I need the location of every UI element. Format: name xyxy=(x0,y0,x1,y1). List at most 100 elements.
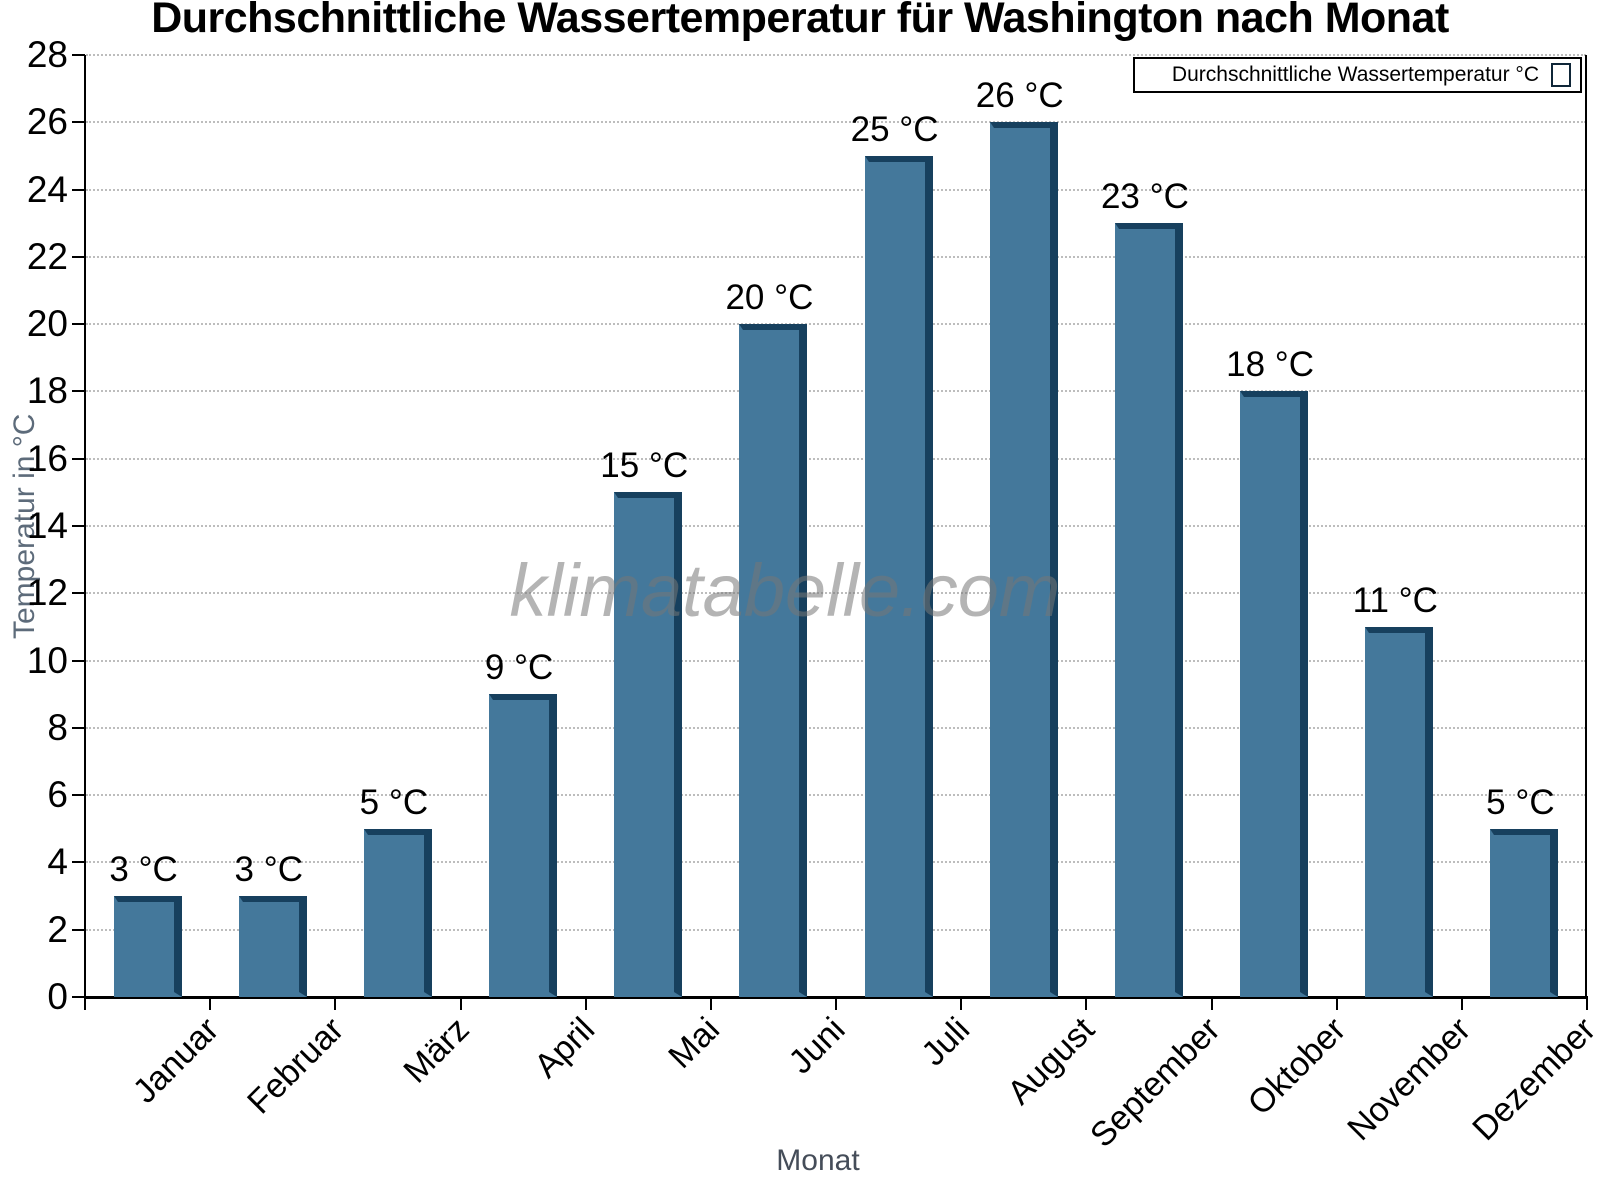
gridline xyxy=(86,861,1586,864)
bar-value-label: 25 °C xyxy=(850,109,939,149)
y-axis-tick xyxy=(72,726,85,729)
x-axis-tick xyxy=(1085,997,1088,1010)
bar xyxy=(1490,828,1559,997)
x-axis-category-label: April xyxy=(526,1010,602,1086)
y-axis-tick xyxy=(72,255,85,258)
y-axis-tick xyxy=(72,996,85,998)
x-axis-category-label: Januar xyxy=(125,1010,227,1111)
x-axis-tick xyxy=(334,997,337,1010)
legend-box: Durchschnittliche Wassertemperatur °C xyxy=(1133,57,1582,93)
x-axis-tick xyxy=(459,997,462,1010)
x-axis-title: Monat xyxy=(776,1144,860,1177)
bar-value-label: 5 °C xyxy=(359,782,429,822)
y-axis-tick-label: 18 xyxy=(26,370,68,412)
bar-value-label: 5 °C xyxy=(1486,782,1555,822)
bar-value-label: 3 °C xyxy=(109,850,178,890)
gridline xyxy=(86,928,1586,931)
y-axis-tick-label: 4 xyxy=(47,841,68,883)
bar-value-label: 23 °C xyxy=(1100,177,1189,217)
x-axis-category-label: Dezember xyxy=(1465,1010,1600,1149)
bar xyxy=(989,122,1058,997)
x-axis-tick xyxy=(1335,997,1338,1010)
gridline xyxy=(86,726,1586,729)
legend-swatch-icon xyxy=(1551,63,1571,87)
gridline xyxy=(86,525,1586,527)
y-axis-tick-label: 6 xyxy=(47,774,68,816)
y-axis-tick-label: 14 xyxy=(26,505,68,546)
bar-value-label: 9 °C xyxy=(484,648,554,688)
x-axis-category-label: August xyxy=(1000,1010,1103,1113)
bar xyxy=(1365,626,1434,997)
x-axis-category-label: Juli xyxy=(914,1010,978,1074)
y-axis-tick-label: 10 xyxy=(26,639,68,681)
bar-value-label: 3 °C xyxy=(234,850,303,890)
gridline xyxy=(86,592,1586,595)
y-axis-tick xyxy=(72,592,85,595)
gridline xyxy=(86,188,1586,191)
x-axis-tick xyxy=(709,997,712,1010)
bar-value-label: 20 °C xyxy=(725,278,814,318)
y-axis-tick xyxy=(72,659,85,662)
gridline xyxy=(86,54,1586,56)
bar-value-label: 15 °C xyxy=(600,446,689,486)
bar xyxy=(489,694,558,997)
bar-value-label: 18 °C xyxy=(1226,345,1315,385)
x-axis-category-label: Mai xyxy=(661,1010,728,1076)
y-axis-tick-label: 8 xyxy=(47,706,68,748)
y-axis-tick xyxy=(72,861,85,864)
bar-value-label: 26 °C xyxy=(975,76,1064,116)
bar-value-label: 11 °C xyxy=(1352,580,1438,620)
y-axis-tick xyxy=(72,390,85,393)
x-axis-tick xyxy=(584,997,587,1010)
gridline xyxy=(86,794,1586,797)
y-axis-line xyxy=(84,55,86,998)
y-axis-tick xyxy=(72,525,85,527)
x-axis-tick xyxy=(209,997,212,1010)
gridline xyxy=(86,659,1586,662)
x-axis-tick xyxy=(1210,997,1213,1010)
x-axis-tick xyxy=(1460,997,1463,1010)
gridline xyxy=(86,390,1586,393)
y-axis-tick-label: 28 xyxy=(26,34,68,75)
y-axis-tick-label: 16 xyxy=(26,437,68,479)
gridline xyxy=(86,121,1586,124)
y-axis-tick xyxy=(72,457,85,460)
y-axis-tick xyxy=(72,323,85,326)
bar xyxy=(739,324,808,997)
y-axis-tick xyxy=(72,188,85,191)
plot-right-border xyxy=(1585,55,1587,998)
legend-label: Durchschnittliche Wassertemperatur °C xyxy=(1171,63,1539,86)
y-axis-tick xyxy=(72,928,85,931)
chart-title: Durchschnittliche Wassertemperatur für W… xyxy=(151,0,1449,42)
x-axis-category-label: Februar xyxy=(240,1010,352,1122)
x-axis-tick xyxy=(1586,997,1588,1010)
y-axis-tick-label: 20 xyxy=(26,303,68,345)
x-axis-tick xyxy=(960,997,963,1010)
y-axis-tick-label: 12 xyxy=(26,572,68,614)
bar xyxy=(238,896,307,997)
x-axis-category-label: Juni xyxy=(781,1010,853,1082)
y-axis-tick-label: 24 xyxy=(26,168,68,210)
bar xyxy=(363,828,432,997)
y-axis-tick-label: 2 xyxy=(47,908,68,950)
x-axis-tick xyxy=(835,997,837,1010)
bar xyxy=(864,155,933,997)
bar xyxy=(614,492,683,997)
x-axis-tick xyxy=(84,997,86,1010)
x-axis-category-label: November xyxy=(1340,1010,1479,1149)
y-axis-tick-label: 0 xyxy=(47,976,68,1017)
bar xyxy=(1114,223,1183,997)
gridline xyxy=(86,457,1586,460)
y-axis-tick-label: 26 xyxy=(26,101,68,143)
y-axis-tick xyxy=(72,121,85,124)
gridline xyxy=(86,255,1586,258)
y-axis-tick xyxy=(72,794,85,797)
bar xyxy=(113,896,182,997)
x-axis-category-label: Oktober xyxy=(1240,1010,1353,1123)
x-axis-category-label: September xyxy=(1083,1010,1228,1155)
x-axis-category-label: März xyxy=(396,1010,477,1091)
y-axis-tick xyxy=(72,54,85,56)
gridline xyxy=(86,323,1586,326)
y-axis-tick-label: 22 xyxy=(26,235,68,277)
